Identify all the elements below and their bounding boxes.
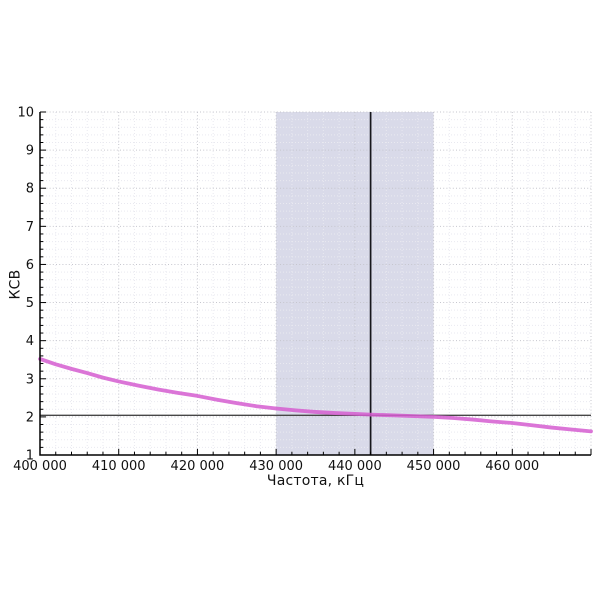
y-tick-label: 1: [26, 449, 34, 464]
y-tick-label: 8: [26, 182, 34, 197]
y-tick-label: 5: [26, 296, 34, 311]
x-tick-label: 430 000: [249, 459, 303, 474]
x-tick-label: 420 000: [171, 459, 225, 474]
x-tick-label: 410 000: [92, 459, 146, 474]
y-tick-label: 10: [17, 106, 34, 121]
y-tick-label: 7: [26, 220, 34, 235]
x-tick-label: 460 000: [485, 459, 539, 474]
x-tick-label: 450 000: [407, 459, 461, 474]
highlighted-band: [276, 112, 434, 455]
x-axis-title: Частота, кГц: [266, 473, 365, 489]
y-tick-label: 9: [26, 144, 34, 159]
vswr-curve: [38, 357, 593, 434]
x-tick-label: 400 000: [13, 459, 67, 474]
y-tick-label: 3: [26, 372, 34, 387]
x-tick-label: 440 000: [328, 459, 382, 474]
y-axis-title: КСВ: [7, 269, 24, 300]
y-tick-label: 2: [26, 410, 34, 425]
y-tick-label: 6: [26, 258, 34, 273]
y-tick-label: 4: [26, 334, 34, 349]
